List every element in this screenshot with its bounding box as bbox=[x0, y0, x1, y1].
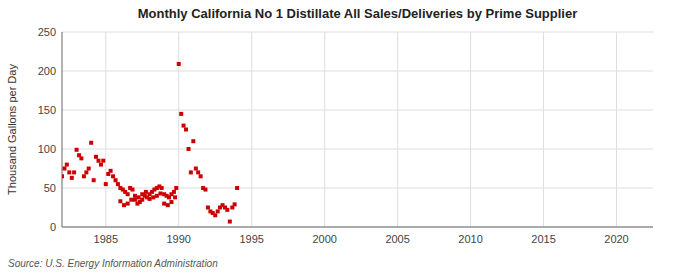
point bbox=[79, 156, 83, 160]
point bbox=[109, 169, 113, 173]
grid-line bbox=[178, 32, 179, 227]
point bbox=[118, 199, 122, 203]
point bbox=[189, 170, 193, 174]
point bbox=[160, 186, 164, 190]
point bbox=[155, 194, 159, 198]
y-axis bbox=[62, 32, 63, 227]
grid-line bbox=[397, 32, 398, 227]
tick-label: 50 bbox=[44, 182, 56, 194]
point bbox=[172, 190, 176, 194]
point bbox=[126, 192, 130, 196]
point bbox=[140, 198, 144, 202]
grid-line bbox=[62, 188, 653, 189]
point bbox=[166, 203, 170, 207]
point bbox=[177, 62, 181, 66]
point bbox=[203, 188, 207, 192]
point bbox=[235, 186, 239, 190]
point bbox=[169, 200, 173, 204]
tick-label: 150 bbox=[38, 104, 56, 116]
grid-line bbox=[543, 32, 544, 227]
point bbox=[216, 209, 220, 213]
point bbox=[116, 182, 120, 186]
point bbox=[133, 194, 137, 198]
point bbox=[159, 191, 163, 195]
point bbox=[196, 170, 200, 174]
point bbox=[70, 176, 74, 180]
point bbox=[213, 213, 217, 217]
grid bbox=[62, 32, 653, 227]
point bbox=[92, 178, 96, 182]
tick-label: 2015 bbox=[531, 233, 555, 245]
point bbox=[101, 159, 105, 163]
point bbox=[129, 198, 133, 202]
point bbox=[99, 163, 103, 167]
point bbox=[174, 186, 178, 190]
grid-line bbox=[62, 110, 653, 111]
grid-line bbox=[324, 32, 325, 227]
point bbox=[140, 192, 144, 196]
point bbox=[151, 195, 155, 199]
point bbox=[62, 167, 66, 171]
point bbox=[184, 128, 188, 132]
point bbox=[206, 206, 210, 210]
tick-label: 1995 bbox=[239, 233, 263, 245]
point bbox=[72, 170, 76, 174]
grid-line bbox=[62, 32, 653, 33]
grid-line bbox=[251, 32, 252, 227]
tick-label: 200 bbox=[38, 65, 56, 77]
point bbox=[126, 202, 130, 206]
point bbox=[233, 202, 237, 206]
point bbox=[82, 174, 86, 178]
point bbox=[133, 198, 137, 202]
title: Monthly California No 1 Distillate All S… bbox=[138, 6, 577, 21]
tick-label: 100 bbox=[38, 143, 56, 155]
point bbox=[104, 182, 108, 186]
point bbox=[62, 174, 64, 178]
point bbox=[162, 202, 166, 206]
point bbox=[191, 139, 195, 143]
point bbox=[182, 124, 186, 128]
tick-label: 2010 bbox=[458, 233, 482, 245]
point bbox=[228, 220, 232, 224]
point bbox=[84, 170, 88, 174]
tick-label: 2005 bbox=[385, 233, 409, 245]
grid-line bbox=[105, 32, 106, 227]
source: Source: U.S. Energy Information Administ… bbox=[8, 258, 218, 269]
grid-line bbox=[62, 71, 653, 72]
chart: Monthly California No 1 Distillate All S… bbox=[0, 0, 675, 275]
tick-label: 2020 bbox=[604, 233, 628, 245]
grid-line bbox=[616, 32, 617, 227]
y-axis-label: Thousand Gallons per Day bbox=[6, 64, 18, 195]
point bbox=[122, 203, 126, 207]
tick-label: 250 bbox=[38, 26, 56, 38]
point bbox=[75, 148, 79, 152]
point bbox=[194, 167, 198, 171]
tick-label: 1985 bbox=[94, 233, 118, 245]
point bbox=[144, 190, 148, 194]
grid-line bbox=[62, 227, 653, 228]
point bbox=[65, 163, 69, 167]
point bbox=[87, 167, 91, 171]
point bbox=[130, 188, 134, 192]
point bbox=[187, 147, 191, 151]
tick-label: 1990 bbox=[166, 233, 190, 245]
point bbox=[225, 208, 229, 212]
grid-line bbox=[470, 32, 471, 227]
point bbox=[179, 112, 183, 116]
point bbox=[96, 159, 100, 163]
grid-line bbox=[62, 149, 653, 150]
points bbox=[62, 62, 239, 224]
point bbox=[89, 141, 93, 145]
point bbox=[199, 174, 203, 178]
point bbox=[111, 174, 115, 178]
point bbox=[67, 170, 71, 174]
point bbox=[173, 195, 177, 199]
tick-label: 0 bbox=[50, 221, 56, 233]
point bbox=[148, 197, 152, 201]
tick-label: 2000 bbox=[312, 233, 336, 245]
point bbox=[94, 155, 98, 159]
x-axis bbox=[62, 227, 653, 228]
point bbox=[137, 195, 141, 199]
point bbox=[114, 178, 118, 182]
